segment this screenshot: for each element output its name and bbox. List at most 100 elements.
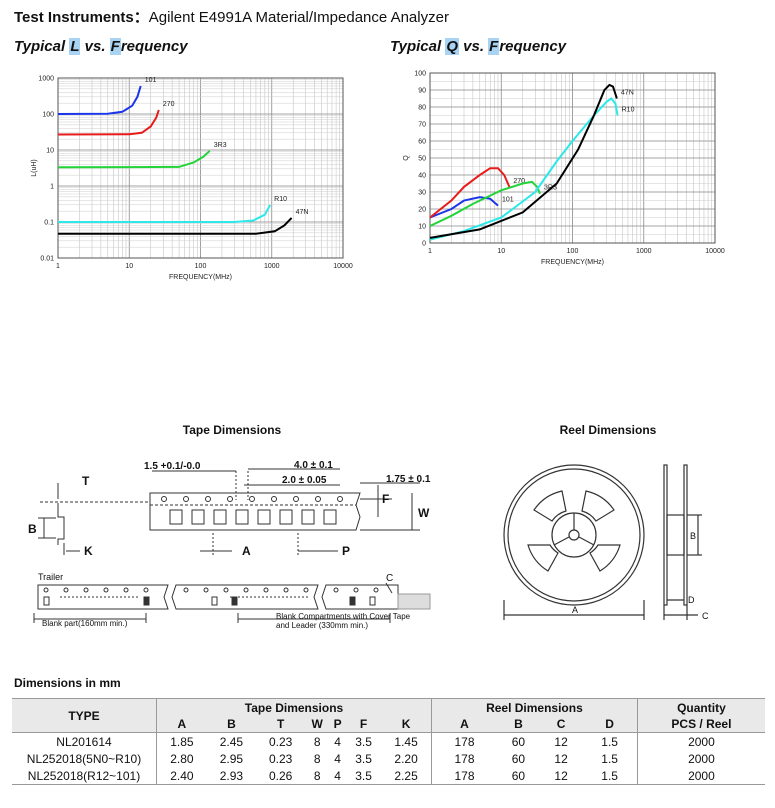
trailer-hole	[263, 587, 269, 593]
x-tick-label: 10	[125, 263, 133, 270]
series-line-3r3	[57, 150, 211, 169]
type-cell: NL252018(R12~101)	[27, 768, 141, 783]
l-title-part: Typical	[14, 38, 70, 55]
tape-pocket	[191, 509, 205, 525]
tape-holes	[161, 496, 343, 525]
q-vs-frequency-chart: 1 10 100 1000 10000 0 10 20 30 40 50 60 70 80 90 100 FRE…	[403, 71, 725, 267]
tape-label-f: F	[382, 492, 389, 506]
col-group-tape: Tape Dimensions	[156, 698, 432, 716]
x-tick-label: 10000	[333, 263, 353, 270]
trailer-hole	[43, 587, 49, 593]
value-cell: 12	[554, 751, 568, 766]
x-axis-label: FREQUENCY(MHz)	[541, 259, 604, 266]
trailer-hole	[353, 587, 359, 593]
tape-dim-p0: 4.0 ± 0.1	[294, 460, 333, 471]
tape-strip	[149, 492, 361, 531]
table-row: NL201614 1.85 2.45 0.23 8 4 3.5 1.45 178 60 12 1.5 2…	[12, 732, 765, 750]
trailer-hole	[203, 587, 209, 593]
col-tape-b: B	[206, 716, 257, 733]
y-tick-label: 10	[418, 224, 426, 231]
sprocket-hole	[183, 496, 189, 502]
trailer-pocket	[349, 596, 356, 606]
series-line-101	[57, 85, 142, 115]
x-tick-label: 1	[56, 263, 60, 270]
y-tick-label: 10	[46, 148, 54, 155]
value-cell: 2000	[636, 732, 765, 750]
tape-label-t: T	[82, 474, 90, 488]
col-tape-w: W	[305, 716, 330, 733]
series-label-101: 101	[145, 77, 157, 84]
value-cell: 3.5	[355, 751, 372, 766]
reel-dimensions-title: Reel Dimensions	[559, 423, 657, 437]
y-tick-label: 40	[418, 173, 426, 180]
trailer-hole	[103, 587, 109, 593]
value-cell: 8	[313, 734, 321, 749]
reel-outer-rim-inner	[507, 468, 641, 602]
col-tape-t: T	[256, 716, 306, 733]
value-cell: 1.5	[601, 768, 618, 783]
series-line-47n	[429, 83, 618, 239]
reel-side-hub	[666, 514, 685, 556]
series-label-3r3: 3R3	[214, 142, 227, 149]
y-tick-label: 80	[418, 105, 426, 112]
value-cell: 178	[430, 732, 498, 750]
x-tick-label: 10000	[705, 248, 725, 255]
value-cell: 2.95	[219, 751, 244, 766]
value-cell: 60	[511, 734, 526, 749]
tape-label-p: P	[342, 544, 350, 558]
y-tick-label: 30	[418, 190, 426, 197]
value-cell: 8	[313, 751, 321, 766]
reel-arbor-hole	[568, 529, 580, 541]
y-tick-label: 1	[50, 184, 54, 191]
header-value: Agilent E4991A Material/Impedance Analyz…	[148, 9, 449, 26]
type-cell: NL201614	[56, 734, 112, 749]
series-label-r10: R10	[622, 107, 635, 114]
trailer-pocket	[369, 596, 376, 606]
reel-window	[589, 544, 621, 572]
tape-pocket	[279, 509, 293, 525]
trailer-pocket	[43, 596, 50, 606]
value-cell: 12	[554, 768, 568, 783]
value-cell: 2.93	[219, 768, 244, 783]
value-cell: 3.5	[355, 734, 372, 749]
q-chart-title: Typical Q vs. Frequency	[390, 38, 566, 55]
value-cell: 1.5	[601, 734, 618, 749]
col-group-reel: Reel Dimensions	[430, 698, 638, 716]
value-cell: 2.20	[394, 751, 418, 766]
series-line-3r3	[429, 180, 541, 227]
trailer-strip	[33, 582, 431, 623]
series-line-270	[429, 167, 511, 219]
q-title-part: vs.	[458, 38, 489, 55]
q-title-part: Q	[445, 38, 459, 55]
col-reel-a: A	[430, 716, 498, 733]
y-tick-label: 60	[418, 139, 426, 146]
trailer-hole	[373, 587, 379, 593]
col-reel-b: B	[497, 716, 540, 733]
series-line-r10	[58, 204, 272, 223]
value-cell: 178	[430, 767, 498, 785]
value-cell: 1.45	[394, 734, 418, 749]
sprocket-hole	[227, 496, 233, 502]
trailer-segment	[37, 584, 169, 610]
x-axis-label: FREQUENCY(MHz)	[169, 274, 232, 281]
y-tick-label: 0.01	[40, 256, 54, 263]
x-tick-label: 1000	[264, 263, 280, 270]
l-title-part: L	[69, 38, 81, 55]
col-tape-a: A	[155, 716, 207, 733]
q-title-part: Typical	[390, 38, 446, 55]
q-title-part: F	[488, 38, 500, 55]
col-tape-f: F	[346, 716, 382, 733]
value-cell: 1.5	[601, 751, 618, 766]
value-cell: 4	[334, 768, 341, 783]
series-label-r10: R10	[274, 196, 287, 203]
col-pcs-reel: PCS / Reel	[636, 716, 765, 733]
tape-profile	[57, 503, 65, 545]
series-label-47n: 47N	[621, 90, 634, 97]
tape-pocket	[301, 509, 315, 525]
y-tick-label: 70	[418, 122, 426, 129]
tape-pocket	[235, 509, 249, 525]
tape-pocket	[213, 509, 227, 525]
value-cell: 2.45	[219, 734, 244, 749]
col-type: TYPE	[12, 698, 157, 733]
x-tick-label: 1	[428, 248, 432, 255]
